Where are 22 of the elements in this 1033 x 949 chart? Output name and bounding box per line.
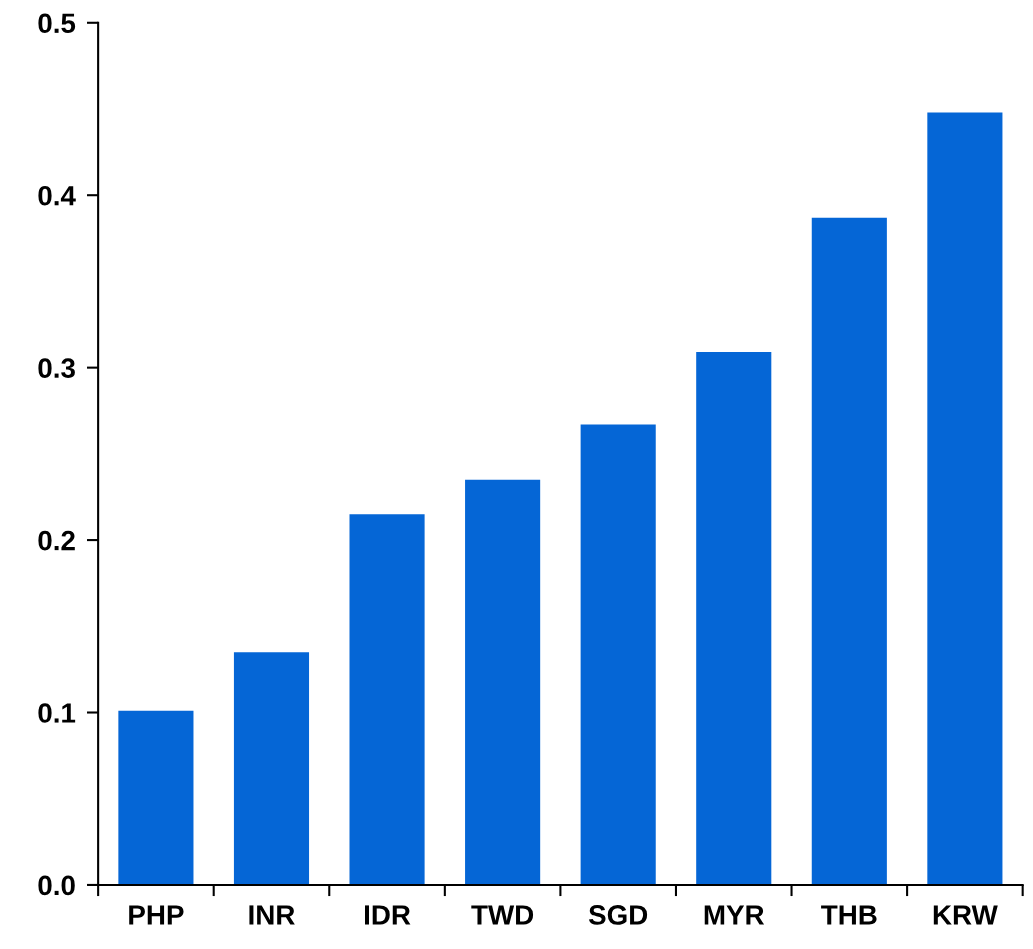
y-tick-label: 0.5 [38, 13, 76, 34]
y-tick-label: 0.0 [38, 875, 75, 896]
bar [580, 424, 656, 885]
bar [927, 112, 1003, 885]
y-tick-label: 0.2 [38, 530, 75, 551]
bar [118, 710, 194, 885]
bar [811, 217, 887, 885]
x-tick-label: TWD [471, 905, 534, 925]
x-tick-label: PHP [129, 905, 184, 925]
x-tick-label: KRW [933, 905, 998, 925]
bar [349, 514, 425, 885]
bar [465, 479, 541, 885]
bar [696, 352, 772, 885]
y-tick-label: 0.3 [38, 358, 75, 379]
x-tick-label: THB [821, 905, 877, 925]
y-tick-label: 0.1 [38, 703, 76, 723]
y-tick-label: 0.4 [38, 185, 76, 206]
bar [233, 652, 310, 885]
x-tick-label: IDR [364, 905, 411, 925]
x-tick-label: SGD [588, 905, 648, 925]
x-tick-label: INR [249, 905, 295, 925]
x-tick-label: MYR [704, 905, 765, 925]
